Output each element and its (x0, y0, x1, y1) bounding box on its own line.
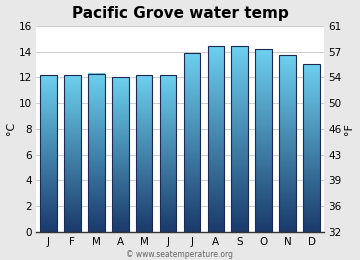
Bar (279, 55, 296, 232)
Bar (255, 49, 272, 232)
Bar (88, 74, 105, 232)
Bar (303, 64, 320, 232)
Y-axis label: °C: °C (5, 122, 15, 135)
Bar (112, 77, 129, 232)
Bar (40, 75, 57, 232)
Bar (231, 47, 248, 232)
Bar (207, 47, 224, 232)
Bar (64, 75, 81, 232)
Title: Pacific Grove water temp: Pacific Grove water temp (72, 5, 288, 21)
Bar (160, 75, 176, 232)
Y-axis label: °F: °F (345, 123, 355, 135)
Bar (136, 75, 153, 232)
Text: © www.seatemperature.org: © www.seatemperature.org (126, 250, 234, 259)
Bar (184, 53, 200, 232)
